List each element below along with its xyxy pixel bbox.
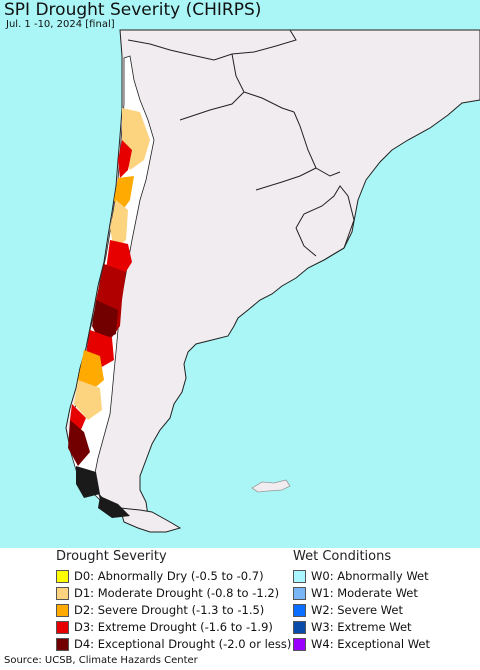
drought-legend-item: D4: Exceptional Drought (-2.0 or less) — [56, 636, 291, 652]
map-area: SPI Drought Severity (CHIRPS) Jul. 1 -10… — [0, 0, 480, 548]
drought-swatch — [56, 637, 69, 651]
drought-legend-item: D2: Severe Drought (-1.3 to -1.5) — [56, 602, 264, 618]
south-america-landmass — [65, 29, 480, 523]
country-borders — [127, 29, 355, 261]
drought-legend-item: D0: Abnormally Dry (-0.5 to -0.7) — [56, 568, 264, 584]
drought-legend-label: D0: Abnormally Dry (-0.5 to -0.7) — [74, 569, 264, 583]
drought-swatch — [56, 569, 69, 583]
wet-legend-item: W2: Severe Wet — [293, 602, 403, 618]
wet-swatch — [293, 569, 306, 583]
wet-legend-heading: Wet Conditions — [293, 549, 392, 564]
wet-legend-label: W1: Moderate Wet — [311, 586, 418, 600]
falkland-islands — [251, 479, 291, 493]
wet-legend-item: W3: Extreme Wet — [293, 619, 412, 635]
wet-legend-item: W1: Moderate Wet — [293, 585, 418, 601]
drought-overlay — [68, 108, 150, 518]
drought-legend-label: D3: Extreme Drought (-1.6 to -1.9) — [74, 620, 273, 634]
wet-swatch — [293, 620, 306, 634]
wet-legend-item: W0: Abnormally Wet — [293, 568, 429, 584]
drought-swatch — [56, 620, 69, 634]
wet-swatch — [293, 586, 306, 600]
map-subtitle: Jul. 1 -10, 2024 [final] — [6, 19, 115, 30]
map-canvas — [65, 29, 480, 533]
wet-legend-label: W0: Abnormally Wet — [311, 569, 429, 583]
map-title: SPI Drought Severity (CHIRPS) — [4, 0, 262, 20]
drought-legend-label: D4: Exceptional Drought (-2.0 or less) — [74, 637, 292, 651]
drought-swatch — [56, 586, 69, 600]
wet-legend-label: W4: Exceptional Wet — [311, 637, 430, 651]
drought-legend-heading: Drought Severity — [56, 549, 167, 564]
wet-legend-label: W2: Severe Wet — [311, 603, 403, 617]
wet-legend-item: W4: Exceptional Wet — [293, 636, 430, 652]
drought-legend-item: D3: Extreme Drought (-1.6 to -1.9) — [56, 619, 273, 635]
wet-legend-label: W3: Extreme Wet — [311, 620, 412, 634]
wet-swatch — [293, 637, 306, 651]
tierra-del-fuego — [119, 507, 182, 533]
drought-legend-label: D1: Moderate Drought (-0.8 to -1.2) — [74, 586, 280, 600]
wet-swatch — [293, 603, 306, 617]
drought-swatch — [56, 603, 69, 617]
drought-legend-item: D1: Moderate Drought (-0.8 to -1.2) — [56, 585, 279, 601]
drought-legend-label: D2: Severe Drought (-1.3 to -1.5) — [74, 603, 265, 617]
source-credit: Source: UCSB, Climate Hazards Center — [4, 655, 198, 666]
legend: Drought Severity Wet Conditions D0: Abno… — [0, 548, 480, 652]
